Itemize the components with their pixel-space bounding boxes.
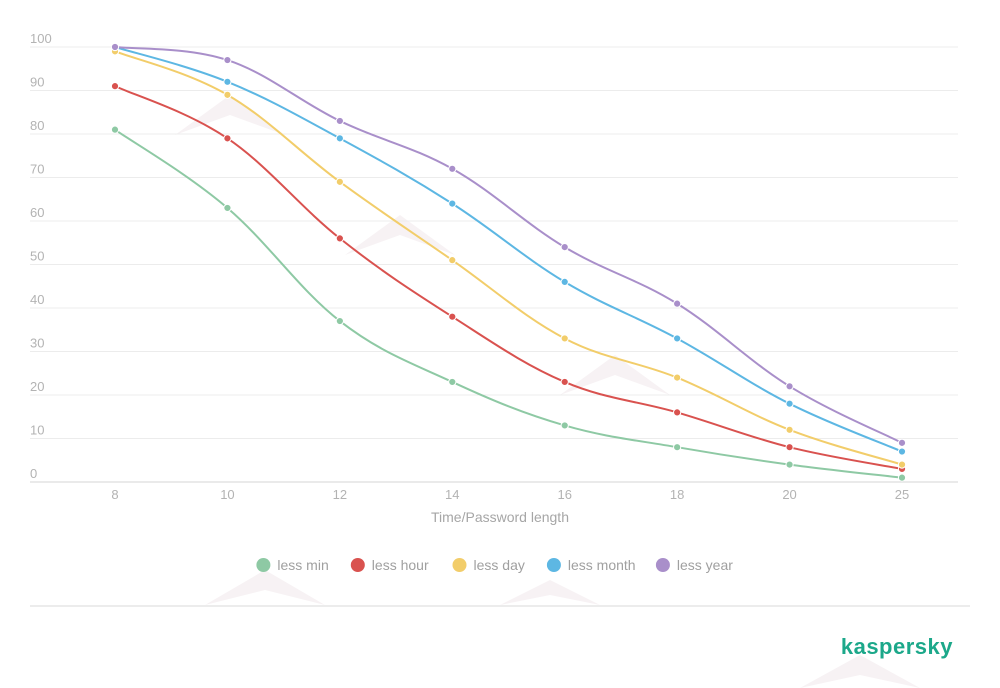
x-tick-label: 14 <box>445 487 459 502</box>
y-tick-label: 30 <box>30 336 44 351</box>
data-point <box>110 82 120 91</box>
data-point <box>448 377 457 387</box>
data-point <box>897 447 907 456</box>
legend-item-less-month[interactable]: less month <box>546 557 636 573</box>
legend-label: less day <box>474 557 525 573</box>
data-point <box>897 473 907 482</box>
data-point <box>673 443 682 452</box>
x-tick-label: 18 <box>670 487 684 502</box>
data-point <box>673 334 682 343</box>
background-watermark <box>175 95 920 688</box>
y-axis-ticks: 0 10 20 30 40 50 60 70 80 90 100 <box>30 31 52 481</box>
grid-lines <box>30 46 958 483</box>
data-point <box>110 42 120 52</box>
y-tick-label: 80 <box>30 118 44 133</box>
data-point <box>335 316 344 326</box>
y-tick-label: 40 <box>30 292 44 307</box>
x-tick-label: 25 <box>895 487 909 502</box>
series-line-less-year <box>114 46 903 444</box>
legend-item-less-year[interactable]: less year <box>655 557 733 573</box>
data-point <box>335 177 344 186</box>
legend-item-less-min[interactable]: less min <box>256 557 329 573</box>
series-less-year <box>110 42 907 447</box>
x-axis-title: Time/Password length <box>431 509 569 525</box>
data-point <box>223 134 232 143</box>
kaspersky-logo: kaspersky <box>841 634 953 659</box>
legend-marker <box>452 558 467 572</box>
x-tick-label: 16 <box>557 487 571 502</box>
legend-label: less year <box>677 557 733 573</box>
x-tick-label: 20 <box>782 487 796 502</box>
legend-item-less-hour[interactable]: less hour <box>350 557 429 573</box>
data-point <box>560 334 569 343</box>
series-line-less-hour <box>114 85 903 470</box>
y-tick-label: 90 <box>30 75 44 90</box>
y-tick-label: 10 <box>30 423 44 438</box>
y-tick-label: 60 <box>30 205 44 220</box>
data-point <box>673 408 682 417</box>
data-point <box>335 116 344 126</box>
data-point <box>560 421 569 430</box>
data-point <box>448 256 457 265</box>
data-point <box>335 134 344 143</box>
x-tick-label: 12 <box>333 487 347 502</box>
data-point <box>673 299 682 308</box>
x-axis-ticks: 8 10 12 14 16 18 20 25 <box>111 487 909 502</box>
data-point <box>335 234 344 243</box>
data-point <box>785 425 794 434</box>
x-tick-label: 10 <box>220 487 234 502</box>
data-point <box>448 164 457 173</box>
data-point <box>897 460 907 469</box>
series-less-min <box>110 125 907 482</box>
y-tick-label: 50 <box>30 249 44 264</box>
y-tick-label: 100 <box>30 31 52 46</box>
legend-label: less hour <box>372 557 429 573</box>
series-line-less-day <box>114 50 903 466</box>
legend-marker <box>256 558 271 572</box>
data-point <box>110 125 120 134</box>
data-point <box>560 277 569 286</box>
data-point <box>223 203 232 213</box>
data-point <box>785 382 794 391</box>
data-point <box>223 90 232 99</box>
data-point <box>785 443 794 452</box>
data-point <box>785 399 794 408</box>
series-line-less-min <box>114 128 903 479</box>
legend-label: less month <box>568 557 636 573</box>
legend-marker <box>546 558 561 572</box>
legend: less min less hour less day less month less … <box>256 557 733 573</box>
legend-marker <box>350 558 365 572</box>
series-less-day <box>110 47 907 469</box>
series-lines <box>110 42 907 482</box>
data-point <box>448 199 457 208</box>
data-point <box>223 55 232 65</box>
legend-item-less-day[interactable]: less day <box>452 557 525 573</box>
series-less-hour <box>110 82 907 474</box>
y-tick-label: 70 <box>30 162 44 177</box>
data-point <box>560 243 569 252</box>
y-tick-label: 0 <box>30 466 37 481</box>
data-point <box>448 312 457 321</box>
y-tick-label: 20 <box>30 379 44 394</box>
legend-label: less min <box>277 557 328 573</box>
series-less-month <box>110 42 907 456</box>
data-point <box>673 373 682 382</box>
data-point <box>223 77 232 86</box>
series-line-less-month <box>114 46 903 453</box>
data-point <box>560 377 569 387</box>
data-point <box>785 460 794 469</box>
data-point <box>897 438 907 447</box>
x-tick-label: 8 <box>111 487 118 502</box>
legend-marker <box>655 558 670 572</box>
